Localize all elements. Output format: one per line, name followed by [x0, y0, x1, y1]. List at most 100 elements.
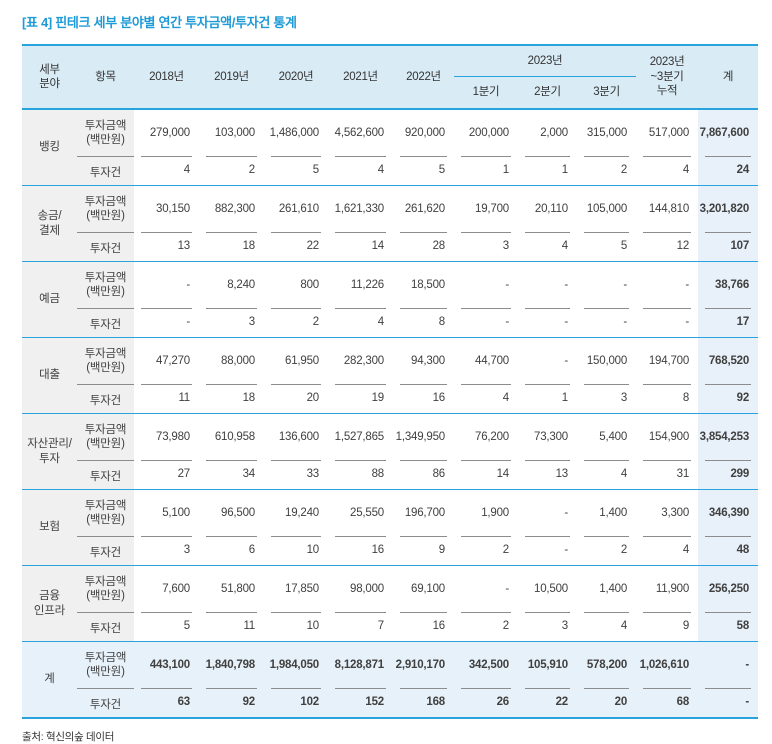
count-cell: 9	[393, 536, 454, 566]
amount-cell: 76,200	[454, 413, 518, 460]
amount-row: 보험 투자금액 (백만원) 5,100 96,500 19,240 25,550 196,7…	[22, 489, 759, 566]
amount-cell: 342,500	[454, 641, 518, 688]
count-cell: 4	[636, 156, 698, 186]
count-value: 63	[141, 688, 192, 708]
count-row: 투자건 3 6 10 16 9 2-2 4 48	[22, 536, 759, 566]
amount-cell: 346,390	[698, 489, 759, 536]
count-cell: 18	[199, 232, 264, 262]
count-value: -	[525, 536, 570, 556]
count-value: 58	[705, 612, 752, 632]
count-cell: -	[454, 308, 518, 338]
count-row: 투자건 -3 2 4 8- - - -17	[22, 308, 759, 338]
amount-label-cell: 투자금액 (백만원)	[77, 565, 134, 612]
amount-cell: 61,950	[264, 337, 328, 384]
amount-cell: -	[454, 261, 518, 308]
total-count-row: 투자건 63 92 102 152 168 26 22 20 68-	[22, 688, 759, 718]
sector-cell: 자산관리/ 투자	[22, 413, 77, 490]
count-row: 투자건 27 34 33 88 86 14 13 4 31 299	[22, 460, 759, 490]
sector-cell: 계	[22, 641, 77, 718]
amount-cell: -	[577, 261, 637, 308]
count-value: 22	[271, 232, 321, 252]
count-cell: -	[698, 688, 759, 718]
count-value: 4	[461, 384, 511, 404]
count-cell: 3	[454, 232, 518, 262]
count-value: 3	[141, 536, 192, 556]
total-amount-row: 계 투자금액 (백만원) 443,100 1,840,798 1,984,050 8,12…	[22, 641, 759, 718]
count-cell: -	[577, 308, 636, 338]
count-label-cell: 투자건	[77, 232, 134, 262]
amount-cell: 768,520	[698, 337, 759, 384]
amount-cell: 4,562,600	[328, 108, 393, 156]
amount-cell: 17,850	[264, 565, 328, 612]
amount-cell: 1,900	[454, 489, 518, 536]
amount-label-cell: 투자금액 (백만원)	[77, 185, 134, 232]
count-cell: 18	[199, 384, 264, 414]
count-value: 4	[643, 536, 692, 556]
header-cell-quarter: 3분기	[577, 76, 637, 109]
count-value: 9	[643, 612, 692, 632]
count-value: 18	[206, 384, 257, 404]
count-row: 투자건 13 18 22 14 28 3 4 5 12 107	[22, 232, 759, 262]
count-value: 10	[271, 612, 321, 632]
header-cell-year: 2021년	[328, 45, 393, 109]
count-value: 7	[335, 612, 386, 632]
count-label-cell: 투자건	[77, 308, 134, 338]
amount-label-cell: 투자금액 (백만원)	[77, 108, 134, 156]
count-label-cell: 투자건	[77, 536, 134, 566]
count-label-cell: 투자건	[77, 460, 134, 490]
amount-cell: 3,300	[636, 489, 699, 536]
count-value: 16	[335, 536, 386, 556]
amount-cell: 196,700	[393, 489, 454, 536]
amount-cell: 1,026,610	[636, 641, 699, 688]
count-cell: 68	[636, 688, 699, 718]
count-cell: -	[636, 308, 698, 338]
count-label-cell: 투자건	[77, 688, 134, 718]
count-value: 14	[461, 460, 511, 480]
count-cell: 4	[328, 308, 393, 338]
amount-cell: 279,000	[134, 108, 199, 156]
count-value: -	[141, 308, 192, 328]
count-label: 투자건	[77, 688, 134, 712]
amount-cell: 920,000	[393, 108, 454, 156]
count-value: 16	[400, 384, 447, 404]
amount-label-cell: 투자금액 (백만원)	[77, 337, 134, 384]
amount-cell: 7,867,600	[698, 108, 759, 156]
table-body: 뱅킹 투자금액 (백만원) 279,000 103,000 1,486,000 4,562…	[22, 108, 759, 718]
count-value: 3	[525, 612, 570, 632]
count-value: 299	[705, 460, 752, 480]
count-value: 22	[525, 688, 570, 708]
count-cell: 4	[518, 232, 577, 262]
amount-cell: 610,958	[199, 413, 264, 460]
count-cell: 1	[518, 156, 577, 186]
count-cell: 107	[698, 232, 759, 262]
count-value: -	[525, 308, 570, 328]
amount-cell: 19,700	[454, 185, 518, 232]
header-cell-item: 항목	[77, 45, 134, 109]
amount-cell: 88,000	[199, 337, 264, 384]
count-value: 168	[400, 688, 447, 708]
amount-cell: 69,100	[393, 565, 454, 612]
count-cell: 92	[698, 384, 759, 414]
count-label: 투자건	[77, 232, 134, 256]
count-value: -	[584, 308, 630, 328]
count-cell: 4	[636, 536, 698, 566]
amount-cell: 8,128,871	[328, 641, 393, 688]
count-value: 16	[400, 612, 447, 632]
amount-cell: 3,854,253	[698, 413, 759, 460]
count-value: 27	[141, 460, 192, 480]
count-cell: 34	[199, 460, 264, 490]
amount-cell: 154,900	[636, 413, 699, 460]
count-label: 투자건	[77, 308, 134, 332]
amount-cell: 200,000	[454, 108, 518, 156]
source-note: 출처: 혁신의숲 데이터	[22, 731, 115, 743]
count-value: 48	[705, 536, 752, 556]
count-value: 33	[271, 460, 321, 480]
count-cell: 10	[264, 536, 328, 566]
amount-cell: 282,300	[328, 337, 393, 384]
amount-row: 뱅킹 투자금액 (백만원) 279,000 103,000 1,486,000 4,562…	[22, 108, 759, 186]
count-value: 14	[335, 232, 386, 252]
count-value: 92	[206, 688, 257, 708]
count-value: 12	[643, 232, 692, 252]
count-cell: 48	[698, 536, 759, 566]
count-value: 68	[643, 688, 692, 708]
